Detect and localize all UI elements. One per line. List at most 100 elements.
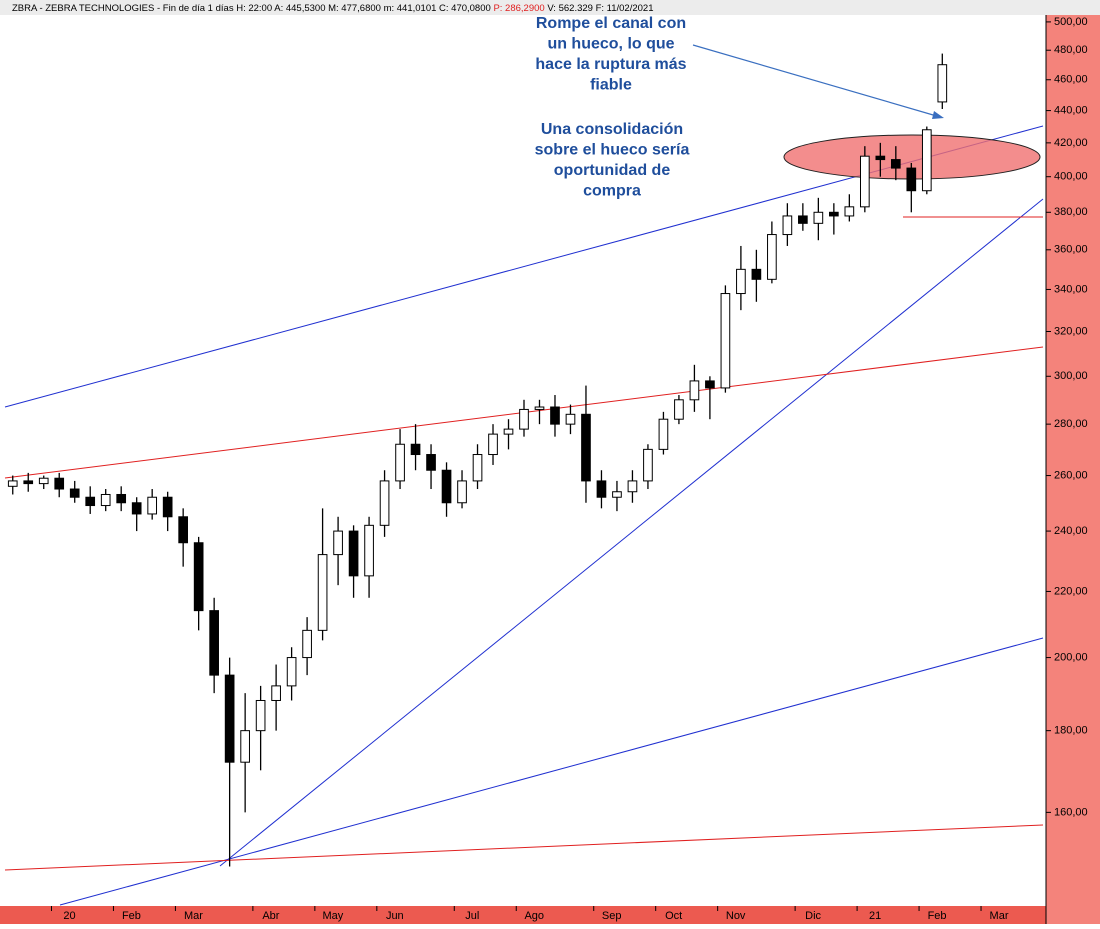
- body: [565, 413, 576, 425]
- body: [395, 443, 405, 482]
- body: [100, 493, 111, 507]
- body: [859, 155, 870, 208]
- trend-line: [219, 198, 1044, 867]
- annotations: Rompe el canal con un hueco, lo que hace l…: [535, 15, 690, 200]
- x-tick-label: 21: [869, 910, 881, 922]
- body: [705, 380, 715, 389]
- body: [612, 491, 622, 498]
- body: [596, 480, 607, 498]
- y-tick-label: 240,00: [1054, 525, 1088, 537]
- y-tick-label: 440,00: [1054, 104, 1088, 116]
- body: [689, 380, 700, 401]
- y-tick-label: 280,00: [1054, 418, 1088, 430]
- body: [193, 542, 204, 612]
- y-tick-label: 180,00: [1054, 725, 1088, 737]
- body: [937, 64, 948, 103]
- body: [23, 480, 34, 485]
- body: [534, 406, 545, 410]
- header-text: V: 562.329 F: 11/02/2021: [545, 3, 654, 14]
- body: [178, 516, 189, 544]
- body: [333, 530, 343, 556]
- body: [69, 488, 80, 498]
- y-tick-label: 200,00: [1054, 651, 1088, 663]
- body: [829, 211, 839, 217]
- body: [116, 493, 127, 504]
- body: [519, 408, 529, 430]
- y-axis-panel: [1046, 15, 1100, 924]
- arrow-head: [932, 111, 944, 119]
- body: [379, 480, 390, 526]
- body: [875, 155, 886, 161]
- body: [255, 699, 266, 732]
- annotation: Rompe el canal con: [536, 15, 686, 32]
- body: [658, 418, 669, 450]
- body: [7, 480, 18, 487]
- body: [627, 480, 638, 493]
- y-tick-label: 300,00: [1054, 370, 1088, 382]
- body: [767, 234, 777, 280]
- body: [441, 469, 452, 504]
- trend-line: [4, 824, 1044, 871]
- body: [162, 496, 173, 518]
- y-tick-label: 320,00: [1054, 325, 1088, 337]
- y-tick-label: 360,00: [1054, 244, 1088, 256]
- body: [302, 629, 312, 659]
- x-tick-label: Mar: [184, 910, 203, 922]
- annotation: fiable: [590, 77, 632, 94]
- body: [921, 129, 932, 192]
- x-tick-label: Nov: [726, 910, 746, 922]
- y-tick-label: 400,00: [1054, 171, 1088, 183]
- y-tick-label: 460,00: [1054, 74, 1088, 86]
- x-tick-label: Abr: [262, 910, 279, 922]
- body: [224, 674, 235, 763]
- x-tick-label: Oct: [665, 910, 682, 922]
- body: [906, 167, 917, 192]
- body: [457, 480, 467, 504]
- header-bar: [0, 0, 1100, 15]
- y-tick-label: 340,00: [1054, 283, 1088, 295]
- body: [271, 685, 281, 701]
- header: ZBRA - ZEBRA TECHNOLOGIES - Fin de día 1…: [12, 3, 654, 14]
- x-axis-panel: [0, 906, 1046, 924]
- body: [38, 477, 49, 485]
- annotation: Una consolidación: [541, 121, 683, 138]
- header-price: P: 286,2900: [493, 3, 544, 14]
- x-tick-label: 20: [63, 910, 75, 922]
- body: [736, 268, 746, 295]
- body: [348, 530, 359, 577]
- body: [581, 413, 591, 482]
- y-tick-label: 480,00: [1054, 44, 1088, 56]
- body: [643, 448, 653, 482]
- annotation: un hueco, lo que: [547, 36, 674, 53]
- x-tick-label: Feb: [928, 910, 947, 922]
- body: [813, 211, 824, 224]
- x-tick-label: Jun: [386, 910, 404, 922]
- body: [488, 433, 498, 456]
- x-tick-label: May: [322, 910, 343, 922]
- y-tick-label: 380,00: [1054, 206, 1088, 218]
- plot: [7, 53, 948, 867]
- body: [209, 610, 219, 676]
- x-tick-label: Dic: [805, 910, 821, 922]
- y-tick-label: 160,00: [1054, 806, 1088, 818]
- body: [550, 406, 560, 425]
- x-tick-label: Ago: [524, 910, 544, 922]
- y-tick-label: 220,00: [1054, 585, 1088, 597]
- body: [844, 206, 855, 217]
- x-tick-label: Sep: [602, 910, 622, 922]
- header-text: ZBRA - ZEBRA TECHNOLOGIES - Fin de día 1…: [12, 3, 493, 14]
- body: [798, 215, 808, 224]
- body: [364, 524, 374, 577]
- x-tick-label: Mar: [990, 910, 1009, 922]
- y-tick-label: 420,00: [1054, 137, 1088, 149]
- x-tick-label: Feb: [122, 910, 141, 922]
- body: [240, 730, 250, 763]
- y-tick-label: 260,00: [1054, 469, 1088, 481]
- body: [131, 502, 142, 515]
- annotation: hace la ruptura más: [535, 56, 686, 73]
- body: [472, 454, 483, 482]
- body: [317, 554, 328, 631]
- arrow: [692, 44, 941, 118]
- annotation: oportunidad de: [554, 162, 671, 179]
